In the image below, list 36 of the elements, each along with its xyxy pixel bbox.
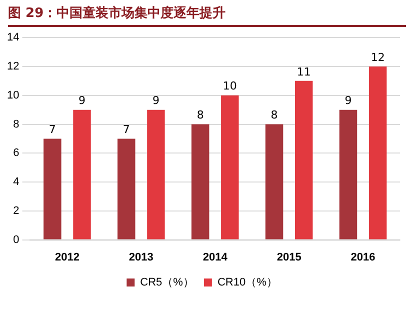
x-tick-label: 2013 bbox=[128, 251, 154, 264]
y-tick-label: 14 bbox=[6, 32, 20, 44]
y-tick-label: 6 bbox=[13, 147, 20, 160]
chart-title: 图 29：中国童装市场集中度逐年提升 bbox=[8, 4, 406, 27]
x-tick-label: 2015 bbox=[276, 251, 302, 264]
y-tick-label: 8 bbox=[13, 118, 20, 130]
data-label: 7 bbox=[48, 123, 56, 136]
y-tick-label: 2 bbox=[13, 204, 20, 217]
data-label: 12 bbox=[370, 50, 385, 64]
bar bbox=[191, 124, 210, 240]
legend-label: CR10（%） bbox=[217, 276, 278, 289]
bar bbox=[73, 110, 91, 240]
data-label: 11 bbox=[296, 65, 311, 78]
data-label: 9 bbox=[152, 94, 160, 108]
bar bbox=[294, 80, 313, 240]
legend-label: CR5（%） bbox=[140, 276, 194, 289]
data-label: 10 bbox=[222, 80, 237, 93]
data-label: 8 bbox=[196, 108, 204, 122]
bar bbox=[368, 66, 387, 240]
data-label: 7 bbox=[122, 123, 130, 136]
y-tick-label: 10 bbox=[6, 89, 20, 102]
bar bbox=[221, 95, 239, 240]
bar bbox=[339, 110, 358, 240]
y-tick-label: 12 bbox=[6, 60, 20, 73]
x-tick-label: 2014 bbox=[202, 251, 228, 264]
data-label: 9 bbox=[78, 94, 86, 108]
bar bbox=[265, 124, 284, 240]
x-tick-label: 2012 bbox=[54, 251, 80, 264]
data-label: 9 bbox=[344, 94, 352, 108]
bar bbox=[147, 110, 165, 240]
x-tick-label: 2016 bbox=[350, 251, 376, 264]
y-tick-label: 0 bbox=[13, 234, 20, 246]
y-tick-label: 4 bbox=[13, 176, 20, 188]
bar bbox=[44, 138, 62, 240]
bar bbox=[118, 138, 136, 240]
data-label: 8 bbox=[270, 108, 278, 122]
